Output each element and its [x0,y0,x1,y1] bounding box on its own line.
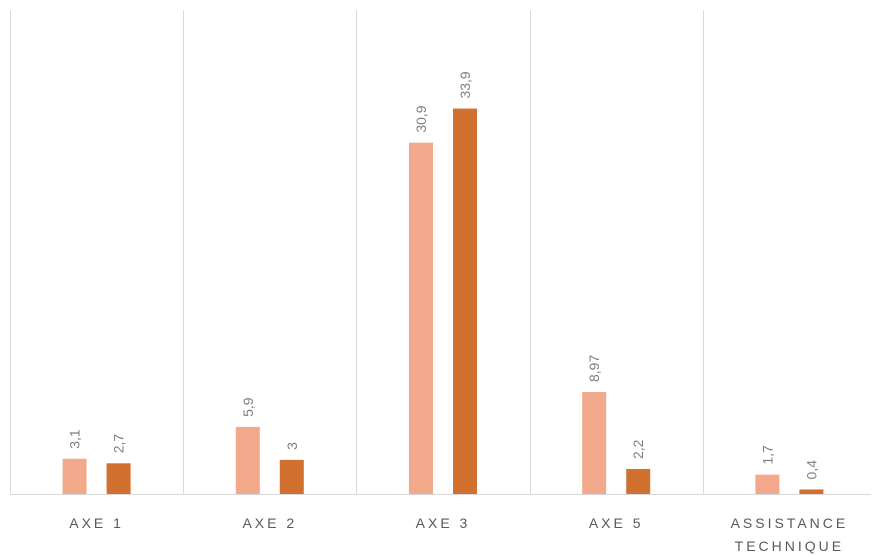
bar [409,142,433,495]
data-label: 1,7 [759,445,775,465]
data-label: 30,9 [413,105,429,132]
bar [626,468,651,494]
data-label: 3,1 [67,429,83,449]
category-label: TECHNIQUE [735,538,844,554]
data-label: 2,2 [630,439,646,459]
bar [235,426,260,494]
category-label: AXE 5 [589,515,644,531]
data-label: 8,97 [586,355,602,382]
data-label: 3 [284,442,300,450]
category-label: AXE 1 [69,515,124,531]
bar [755,474,780,494]
bar [799,489,824,494]
data-label: 33,9 [457,71,473,98]
bar [106,463,131,494]
bar [279,459,304,494]
data-label: 5,9 [240,397,256,417]
category-label: ASSISTANCE [731,515,849,531]
data-label: 0,4 [803,460,819,480]
bar [62,458,87,494]
bar [453,108,477,494]
bar [582,392,607,494]
category-label: AXE 2 [242,515,297,531]
category-label: AXE 3 [416,515,471,531]
data-label: 2,7 [111,434,127,454]
